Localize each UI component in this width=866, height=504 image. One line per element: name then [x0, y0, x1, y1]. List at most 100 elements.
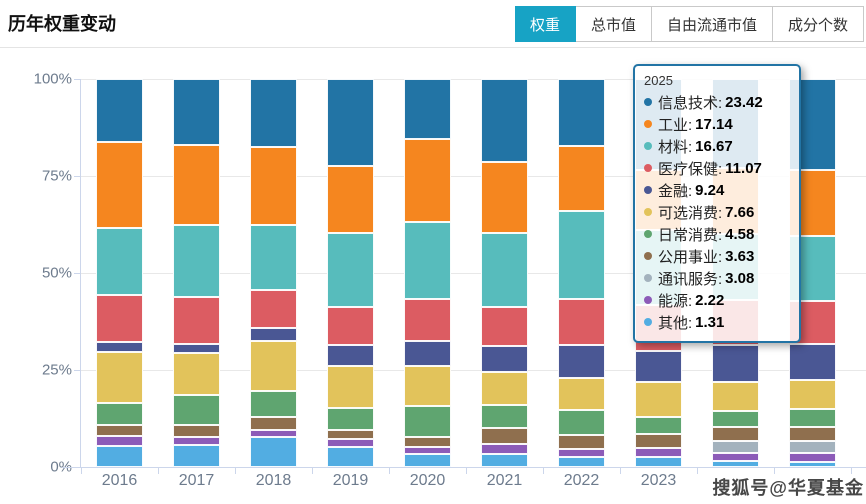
bar-segment-energy[interactable]	[481, 444, 528, 455]
bar-segment-financials[interactable]	[327, 345, 374, 366]
bar-segment-utilities[interactable]	[327, 429, 374, 439]
stacked-bar-2022[interactable]	[558, 79, 605, 467]
bar-segment-utilities[interactable]	[96, 425, 143, 437]
tab-constituent-count[interactable]: 成分个数	[772, 6, 864, 42]
bar-segment-energy[interactable]	[635, 447, 682, 458]
bar-segment-financials[interactable]	[558, 344, 605, 379]
stacked-bar-2020[interactable]	[404, 79, 451, 467]
bar-segment-info-tech[interactable]	[481, 79, 528, 163]
bar-segment-consumer-staples[interactable]	[404, 405, 451, 437]
bar-segment-consumer-discretionary[interactable]	[96, 352, 143, 403]
stacked-bar-2018[interactable]	[250, 79, 297, 467]
bar-segment-healthcare[interactable]	[250, 289, 297, 329]
bar-segment-info-tech[interactable]	[327, 79, 374, 166]
bar-segment-consumer-staples[interactable]	[173, 394, 220, 425]
bar-segment-financials[interactable]	[635, 351, 682, 383]
bar-segment-other[interactable]	[635, 457, 682, 467]
bar-segment-consumer-staples[interactable]	[712, 410, 759, 427]
bar-segment-industrials[interactable]	[558, 145, 605, 211]
bar-segment-other[interactable]	[789, 461, 836, 467]
bar-segment-energy[interactable]	[404, 446, 451, 454]
bar-segment-consumer-discretionary[interactable]	[789, 379, 836, 410]
tab-total-market-cap[interactable]: 总市值	[575, 6, 652, 42]
bar-segment-other[interactable]	[558, 457, 605, 467]
bar-segment-utilities[interactable]	[558, 434, 605, 450]
bar-segment-financials[interactable]	[250, 328, 297, 342]
bar-segment-energy[interactable]	[789, 453, 836, 462]
bar-segment-other[interactable]	[481, 454, 528, 467]
bar-segment-consumer-discretionary[interactable]	[404, 366, 451, 406]
bar-segment-healthcare[interactable]	[404, 299, 451, 341]
bar-segment-consumer-discretionary[interactable]	[635, 382, 682, 418]
bar-segment-industrials[interactable]	[96, 141, 143, 228]
bar-segment-industrials[interactable]	[173, 145, 220, 226]
bar-segment-consumer-discretionary[interactable]	[481, 372, 528, 405]
bar-segment-energy[interactable]	[250, 429, 297, 437]
bar-segment-energy[interactable]	[173, 436, 220, 445]
bar-segment-financials[interactable]	[173, 343, 220, 353]
bar-segment-consumer-discretionary[interactable]	[250, 341, 297, 392]
bar-segment-healthcare[interactable]	[558, 299, 605, 345]
bar-segment-consumer-staples[interactable]	[481, 404, 528, 429]
bar-segment-industrials[interactable]	[481, 162, 528, 233]
bar-segment-info-tech[interactable]	[96, 79, 143, 142]
bar-segment-info-tech[interactable]	[173, 79, 220, 146]
bar-segment-industrials[interactable]	[404, 139, 451, 223]
bar-segment-other[interactable]	[96, 446, 143, 467]
bar-segment-energy[interactable]	[558, 449, 605, 458]
bar-segment-other[interactable]	[712, 460, 759, 467]
bar-segment-healthcare[interactable]	[96, 295, 143, 343]
bar-segment-industrials[interactable]	[250, 146, 297, 225]
bar-segment-consumer-staples[interactable]	[635, 417, 682, 435]
bar-segment-utilities[interactable]	[481, 428, 528, 445]
bar-segment-utilities[interactable]	[712, 426, 759, 441]
bar-segment-other[interactable]	[327, 446, 374, 467]
bar-segment-energy[interactable]	[327, 438, 374, 447]
bar-segment-financials[interactable]	[712, 344, 759, 382]
bar-segment-consumer-staples[interactable]	[96, 402, 143, 426]
bar-segment-materials[interactable]	[327, 233, 374, 307]
bar-segment-info-tech[interactable]	[250, 79, 297, 147]
bar-segment-consumer-staples[interactable]	[250, 391, 297, 417]
bar-segment-energy[interactable]	[712, 452, 759, 461]
bar-segment-consumer-staples[interactable]	[789, 409, 836, 428]
bar-segment-utilities[interactable]	[250, 416, 297, 430]
bar-segment-other[interactable]	[173, 444, 220, 467]
bar-segment-financials[interactable]	[481, 345, 528, 373]
bar-segment-other[interactable]	[404, 453, 451, 467]
bar-segment-healthcare[interactable]	[327, 306, 374, 346]
bar-segment-info-tech[interactable]	[404, 79, 451, 140]
stacked-bar-2017[interactable]	[173, 79, 220, 467]
bar-segment-utilities[interactable]	[173, 424, 220, 437]
bar-segment-consumer-staples[interactable]	[558, 410, 605, 435]
bar-segment-utilities[interactable]	[789, 427, 836, 442]
bar-segment-materials[interactable]	[558, 210, 605, 300]
bar-segment-healthcare[interactable]	[481, 306, 528, 346]
bar-segment-financials[interactable]	[404, 340, 451, 367]
bar-segment-materials[interactable]	[96, 227, 143, 296]
bar-segment-materials[interactable]	[173, 225, 220, 298]
bar-segment-consumer-discretionary[interactable]	[327, 365, 374, 408]
bar-segment-industrials[interactable]	[327, 165, 374, 234]
bar-segment-utilities[interactable]	[635, 434, 682, 448]
bar-segment-materials[interactable]	[481, 232, 528, 307]
tab-weight[interactable]: 权重	[514, 6, 576, 42]
bar-segment-materials[interactable]	[250, 224, 297, 290]
bar-segment-consumer-discretionary[interactable]	[712, 381, 759, 411]
bar-segment-energy[interactable]	[96, 436, 143, 447]
bar-segment-healthcare[interactable]	[173, 297, 220, 344]
bar-segment-financials[interactable]	[96, 342, 143, 353]
bar-segment-consumer-discretionary[interactable]	[173, 352, 220, 395]
bar-segment-materials[interactable]	[404, 222, 451, 300]
bar-segment-consumer-staples[interactable]	[327, 407, 374, 430]
bar-segment-info-tech[interactable]	[558, 79, 605, 146]
stacked-bar-2021[interactable]	[481, 79, 528, 467]
stacked-bar-2016[interactable]	[96, 79, 143, 467]
stacked-bar-2019[interactable]	[327, 79, 374, 467]
bar-segment-utilities[interactable]	[404, 436, 451, 447]
bar-segment-communication-services[interactable]	[712, 440, 759, 453]
bar-segment-financials[interactable]	[789, 343, 836, 380]
bar-segment-other[interactable]	[250, 436, 297, 467]
tab-free-float-market-cap[interactable]: 自由流通市值	[651, 6, 773, 42]
bar-segment-consumer-discretionary[interactable]	[558, 378, 605, 411]
